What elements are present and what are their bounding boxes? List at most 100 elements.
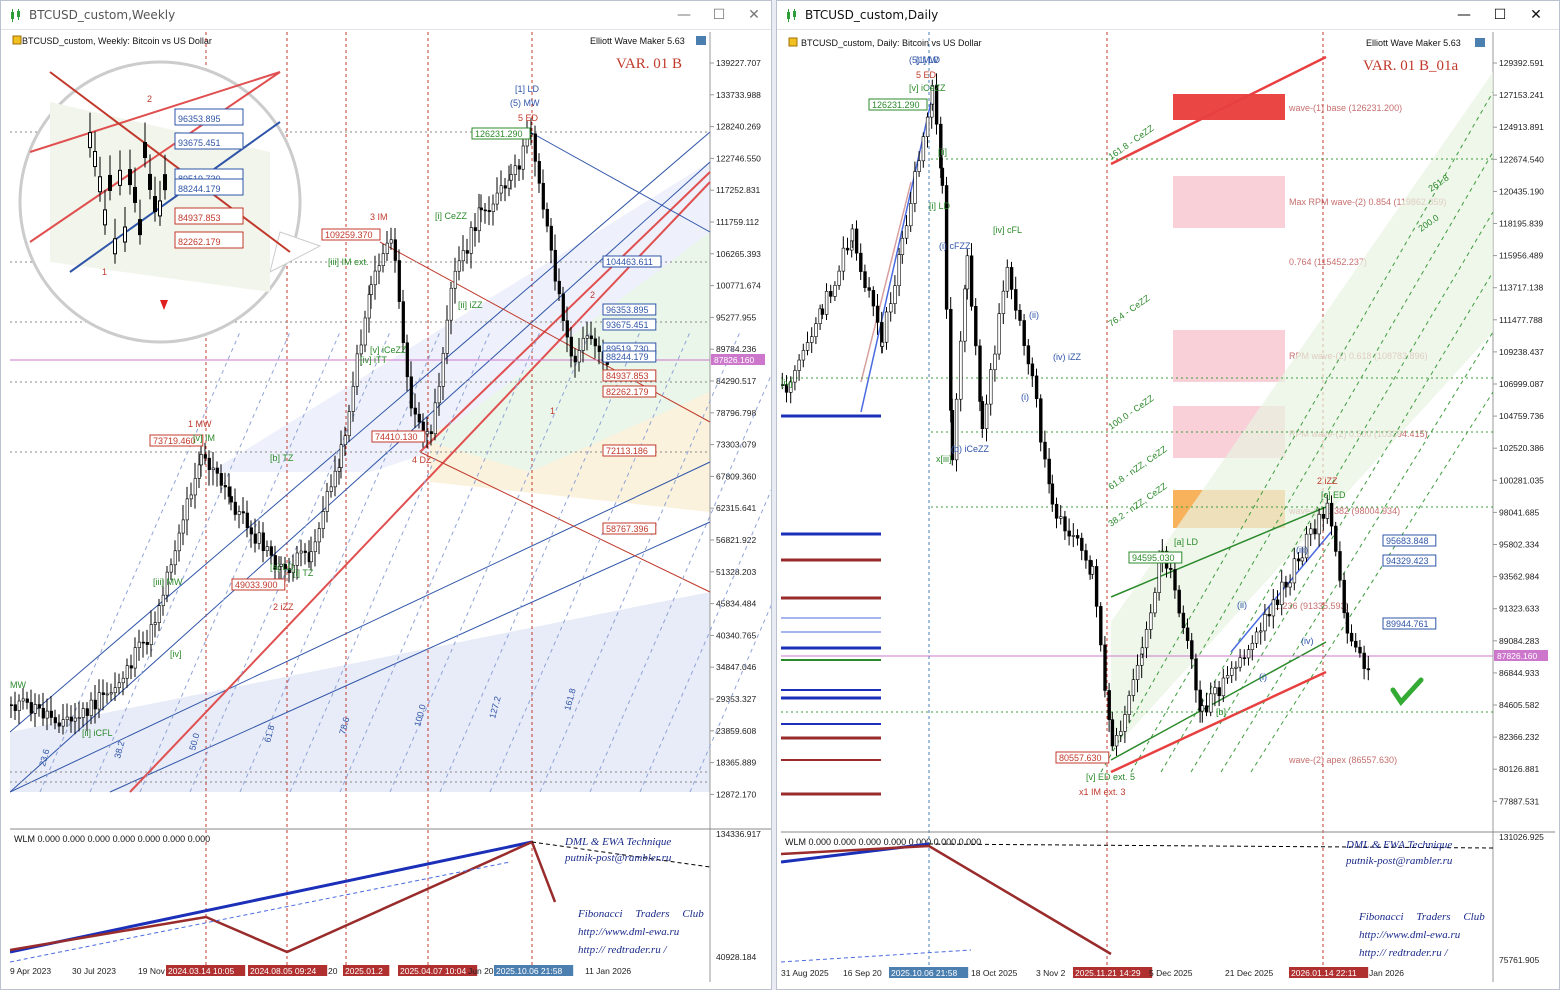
restore-button[interactable]: ☐ xyxy=(1493,7,1507,23)
candle-body xyxy=(137,641,141,648)
candle-body xyxy=(487,210,491,213)
candle-body xyxy=(845,247,850,251)
wave-label: [ii] iZZ xyxy=(458,300,483,310)
zoom-fan-line xyxy=(49,71,291,253)
candle-body xyxy=(1169,567,1173,570)
time-axis-label: 21 Dec 2025 xyxy=(1225,968,1273,978)
candle-body xyxy=(309,551,313,563)
candle-body xyxy=(1230,667,1234,676)
candle-body xyxy=(1034,375,1039,400)
price-axis-label: 62315.641 xyxy=(716,503,756,513)
price-axis-label: 86844.933 xyxy=(1499,668,1539,678)
price-axis-label: 95802.334 xyxy=(1499,540,1539,550)
candle-body xyxy=(984,403,989,430)
candle-body xyxy=(283,563,287,569)
candle-body xyxy=(805,342,810,351)
candle-body xyxy=(1194,658,1198,691)
candle-body xyxy=(1275,599,1280,606)
candle-body xyxy=(273,555,277,570)
candle-body xyxy=(1250,642,1255,650)
candle-body xyxy=(917,160,921,172)
wlm-dashed xyxy=(531,841,711,868)
candle-body xyxy=(339,444,343,468)
candle-body xyxy=(1084,550,1088,561)
minimize-button[interactable]: — xyxy=(1457,7,1471,23)
candle-body xyxy=(477,207,481,232)
candle-body xyxy=(1099,606,1103,646)
candle-body xyxy=(904,225,909,239)
candle-body xyxy=(1221,677,1226,697)
price-axis-label: 18365.889 xyxy=(716,758,756,768)
candle-body xyxy=(1071,535,1076,537)
time-axis-highlight xyxy=(343,965,390,976)
candle-body xyxy=(457,260,461,272)
fan-line xyxy=(419,171,711,453)
candle-body xyxy=(57,722,61,727)
price-tag-box xyxy=(1382,554,1437,567)
candle-body xyxy=(1300,557,1305,562)
price-axis-label: 129392.591 xyxy=(1499,58,1544,68)
candle-body xyxy=(1292,558,1297,584)
wave-label: [i] CeZZ xyxy=(435,211,468,221)
zoom-candle-body xyxy=(128,169,132,186)
candle-body xyxy=(1263,614,1267,632)
candle-body xyxy=(909,203,913,227)
candle-body xyxy=(329,486,333,492)
candle-body xyxy=(17,700,21,711)
price-axis-label: 34847.046 xyxy=(716,662,756,672)
candle-body xyxy=(491,203,495,213)
candle-body xyxy=(441,353,445,387)
window-titlebar[interactable]: BTCUSD_custom,Weekly — ☐ ✕ xyxy=(1,1,771,30)
wave-label: 1 xyxy=(550,406,555,416)
candle-body xyxy=(207,457,211,471)
candle-body xyxy=(589,335,593,340)
candle-body xyxy=(161,594,165,606)
watermark-line: DML & EWA Technique xyxy=(1345,839,1452,851)
wave-label: [iii] IM ext. xyxy=(328,257,369,267)
candle-body xyxy=(814,323,818,337)
candle-body xyxy=(133,647,137,669)
candle-body xyxy=(453,270,457,289)
candle-body xyxy=(223,485,227,488)
wave-label: (b) iCeZZ xyxy=(951,444,990,454)
daily-chart-svg[interactable]: 129392.591 127153.241 124913.891 122674.540… xyxy=(781,32,1555,982)
weekly-chart-svg[interactable]: 139227.707 133733.988 128240.269 122746.550… xyxy=(10,32,772,982)
minimize-button[interactable]: — xyxy=(677,7,691,23)
candle-body xyxy=(299,550,303,554)
fib-time-line xyxy=(339,331,541,793)
candle-body xyxy=(185,498,189,521)
candle-body xyxy=(537,161,541,184)
price-axis-label: 40340.765 xyxy=(716,630,756,640)
wave-label: 1 MW xyxy=(188,419,212,429)
candle-body xyxy=(197,464,201,479)
candle-body xyxy=(1309,528,1313,535)
window-titlebar[interactable]: BTCUSD_custom,Daily — ☐ ✕ xyxy=(777,1,1559,30)
wave-label: [a] LD xyxy=(270,562,295,572)
fib-time-line xyxy=(639,489,771,793)
candle-body xyxy=(959,340,963,400)
daily-chart-window[interactable]: BTCUSD_custom,Daily — ☐ ✕ 129392.591 1271… xyxy=(776,0,1560,990)
price-axis-label: 127153.241 xyxy=(1499,90,1544,100)
candle-body xyxy=(1304,533,1309,559)
candle-body xyxy=(53,717,57,724)
wlm-line-blue xyxy=(10,840,533,954)
price-tag-box xyxy=(868,98,928,111)
price-axis-label: 113717.138 xyxy=(1499,283,1544,293)
close-button[interactable]: ✕ xyxy=(748,7,760,23)
candle-body xyxy=(165,571,169,596)
candle-body xyxy=(954,398,959,461)
restore-button[interactable]: ☐ xyxy=(712,7,726,23)
candle-body xyxy=(1225,675,1230,679)
candle-body xyxy=(549,225,553,251)
candle-body xyxy=(129,665,133,669)
weekly-chart-canvas[interactable]: 139227.707 133733.988 128240.269 122746.550… xyxy=(10,32,772,982)
time-axis-highlight xyxy=(166,965,246,976)
zoom-tag-box xyxy=(174,178,244,196)
wave-label: [b] xyxy=(1216,707,1226,717)
time-axis-label: 3 Nov 2 xyxy=(1036,968,1066,978)
weekly-chart-window[interactable]: BTCUSD_custom,Weekly — ☐ ✕ 139227.707 133… xyxy=(0,0,772,990)
candle-body xyxy=(1313,528,1317,535)
price-axis-label: 56821.922 xyxy=(716,535,756,545)
daily-chart-canvas[interactable]: 129392.591 127153.241 124913.891 122674.540… xyxy=(781,32,1555,982)
close-button[interactable]: ✕ xyxy=(1530,7,1542,23)
